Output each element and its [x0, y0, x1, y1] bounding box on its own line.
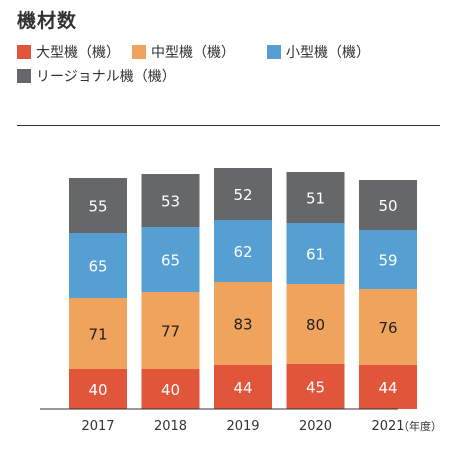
legend-swatch-small — [267, 45, 281, 59]
bar-segment-small-2021 — [359, 230, 417, 289]
data-label-medium-2017: 71 — [88, 326, 107, 344]
bar-segment-regional-2018 — [141, 174, 200, 227]
legend-swatch-regional — [17, 69, 31, 83]
bar-segment-small-2018 — [141, 227, 200, 292]
x-tick-label-2021: 2021 — [371, 419, 404, 434]
x-tick-label-2018: 2018 — [154, 419, 187, 434]
bar-segment-regional-2019 — [214, 168, 272, 220]
bar-segment-large-2020 — [286, 364, 345, 409]
bar-segment-medium-2017 — [69, 298, 127, 369]
bar-segment-medium-2020 — [286, 284, 345, 364]
legend-swatch-large — [17, 45, 31, 59]
bar-segment-regional-2021 — [359, 180, 417, 230]
data-label-regional-2019: 52 — [233, 186, 252, 204]
data-label-regional-2017: 55 — [88, 198, 107, 216]
bar-segment-large-2021 — [359, 365, 417, 409]
x-tick-label-2017: 2017 — [81, 419, 114, 434]
data-label-regional-2021: 50 — [378, 197, 397, 215]
legend-item-large: 大型機（機） — [17, 42, 120, 62]
legend-label-large: 大型機（機） — [36, 45, 120, 61]
legend-label-regional: リージョナル機（機） — [36, 69, 176, 85]
bar-segment-regional-2017 — [69, 178, 127, 233]
legend-label-small: 小型機（機） — [286, 45, 370, 61]
bar-segment-medium-2019 — [214, 282, 272, 365]
bar-segment-large-2019 — [214, 365, 272, 409]
data-label-large-2019: 44 — [233, 379, 252, 397]
data-label-large-2018: 40 — [161, 381, 180, 399]
legend-item-regional: リージョナル機（機） — [17, 66, 176, 86]
data-label-small-2020: 61 — [306, 246, 325, 264]
bar-segment-large-2018 — [141, 369, 200, 409]
data-label-regional-2020: 51 — [306, 190, 325, 208]
x-tick-label-2020: 2020 — [299, 419, 332, 434]
bar-segment-small-2017 — [69, 233, 127, 298]
data-label-medium-2019: 83 — [233, 316, 252, 334]
data-label-small-2019: 62 — [233, 243, 252, 261]
legend-item-medium: 中型機（機） — [132, 42, 235, 62]
data-label-small-2021: 59 — [378, 252, 397, 270]
data-label-small-2017: 65 — [88, 258, 107, 276]
bar-segment-small-2019 — [214, 220, 272, 282]
data-label-large-2020: 45 — [306, 379, 325, 397]
x-axis-unit: （年度） — [398, 420, 442, 433]
bar-segment-medium-2018 — [141, 292, 200, 369]
bar-segment-medium-2021 — [359, 289, 417, 365]
legend-swatch-medium — [132, 45, 146, 59]
bar-segment-large-2017 — [69, 369, 127, 409]
legend-label-medium: 中型機（機） — [151, 45, 235, 61]
bar-segment-regional-2020 — [286, 172, 345, 223]
x-tick-label-2019: 2019 — [226, 419, 259, 434]
data-label-regional-2018: 53 — [161, 193, 180, 211]
data-label-medium-2020: 80 — [306, 316, 325, 334]
data-label-small-2018: 65 — [161, 252, 180, 270]
data-label-large-2017: 40 — [88, 381, 107, 399]
bar-segment-small-2020 — [286, 223, 345, 284]
chart-title: 機材数 — [17, 10, 78, 32]
data-label-medium-2021: 76 — [378, 319, 397, 337]
data-label-large-2021: 44 — [378, 379, 397, 397]
divider — [17, 125, 440, 126]
legend-item-small: 小型機（機） — [267, 42, 370, 62]
data-label-medium-2018: 77 — [161, 323, 180, 341]
